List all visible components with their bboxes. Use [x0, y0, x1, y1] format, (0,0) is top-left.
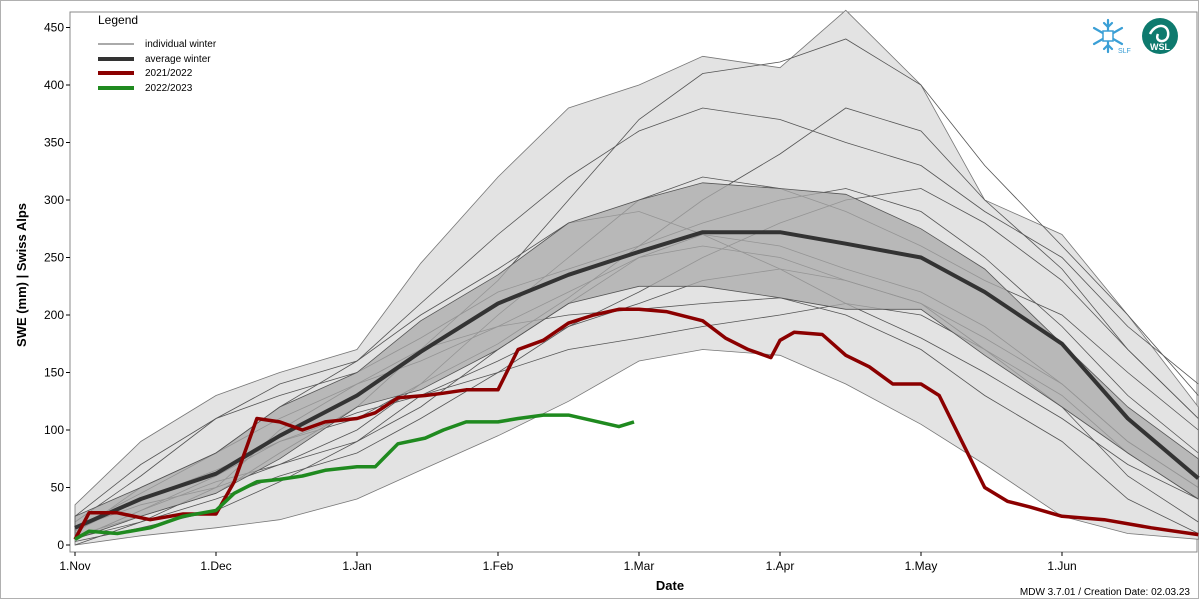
axes: 0 50 100 150 200 250 300 350 400 450 1.Nov 1.Dec 1.J…: [44, 21, 1077, 574]
season-2021-2022-line: [73, 307, 1199, 541]
average-winter-line: [74, 230, 1200, 530]
y-tick-label: 350: [44, 136, 64, 150]
iqr-area: [74, 182, 1199, 540]
x-tick-label: 1.Mar: [624, 559, 655, 573]
individual-winter-line: [74, 188, 1199, 546]
x-tick-label: 1.Feb: [483, 559, 514, 573]
slf-logo: SLF: [1092, 18, 1131, 55]
legend: Legend individual winter average winter …: [98, 13, 217, 94]
y-tick-label: 400: [44, 78, 64, 92]
legend-label-average: average winter: [145, 54, 211, 65]
y-axis-title: SWE (mm) | Swiss Alps: [14, 203, 29, 347]
legend-label-2021-2022: 2021/2022: [145, 68, 193, 79]
y-tick-label: 450: [44, 21, 64, 35]
y-tick-label: 300: [44, 193, 64, 207]
season-2022-2023-line: [74, 413, 635, 541]
x-tick-label: 1.Nov: [59, 559, 90, 573]
y-tick-label: 0: [57, 538, 64, 552]
y-tick-label: 50: [51, 481, 65, 495]
svg-text:SLF: SLF: [1118, 48, 1131, 55]
legend-title: Legend: [98, 13, 138, 27]
y-tick-label: 100: [44, 423, 64, 437]
footer-credit: MDW 3.7.01 / Creation Date: 02.03.23: [1020, 587, 1191, 598]
legend-label-2022-2023: 2022/2023: [145, 83, 193, 94]
x-axis-title: Date: [656, 578, 684, 593]
legend-label-individual: individual winter: [145, 39, 217, 50]
y-tick-label: 200: [44, 308, 64, 322]
interquartile-band: [74, 182, 1199, 540]
wsl-logo: WSL: [1142, 18, 1178, 54]
x-tick-label: 1.Dec: [200, 559, 231, 573]
svg-text:WSL: WSL: [1150, 42, 1170, 52]
x-tick-label: 1.Jan: [342, 559, 371, 573]
y-tick-label: 150: [44, 366, 64, 380]
x-tick-label: 1.Apr: [766, 559, 795, 573]
y-tick-label: 250: [44, 251, 64, 265]
x-tick-label: 1.May: [905, 559, 938, 573]
series-lines: [73, 230, 1200, 541]
x-tick-label: 1.Jun: [1047, 559, 1076, 573]
